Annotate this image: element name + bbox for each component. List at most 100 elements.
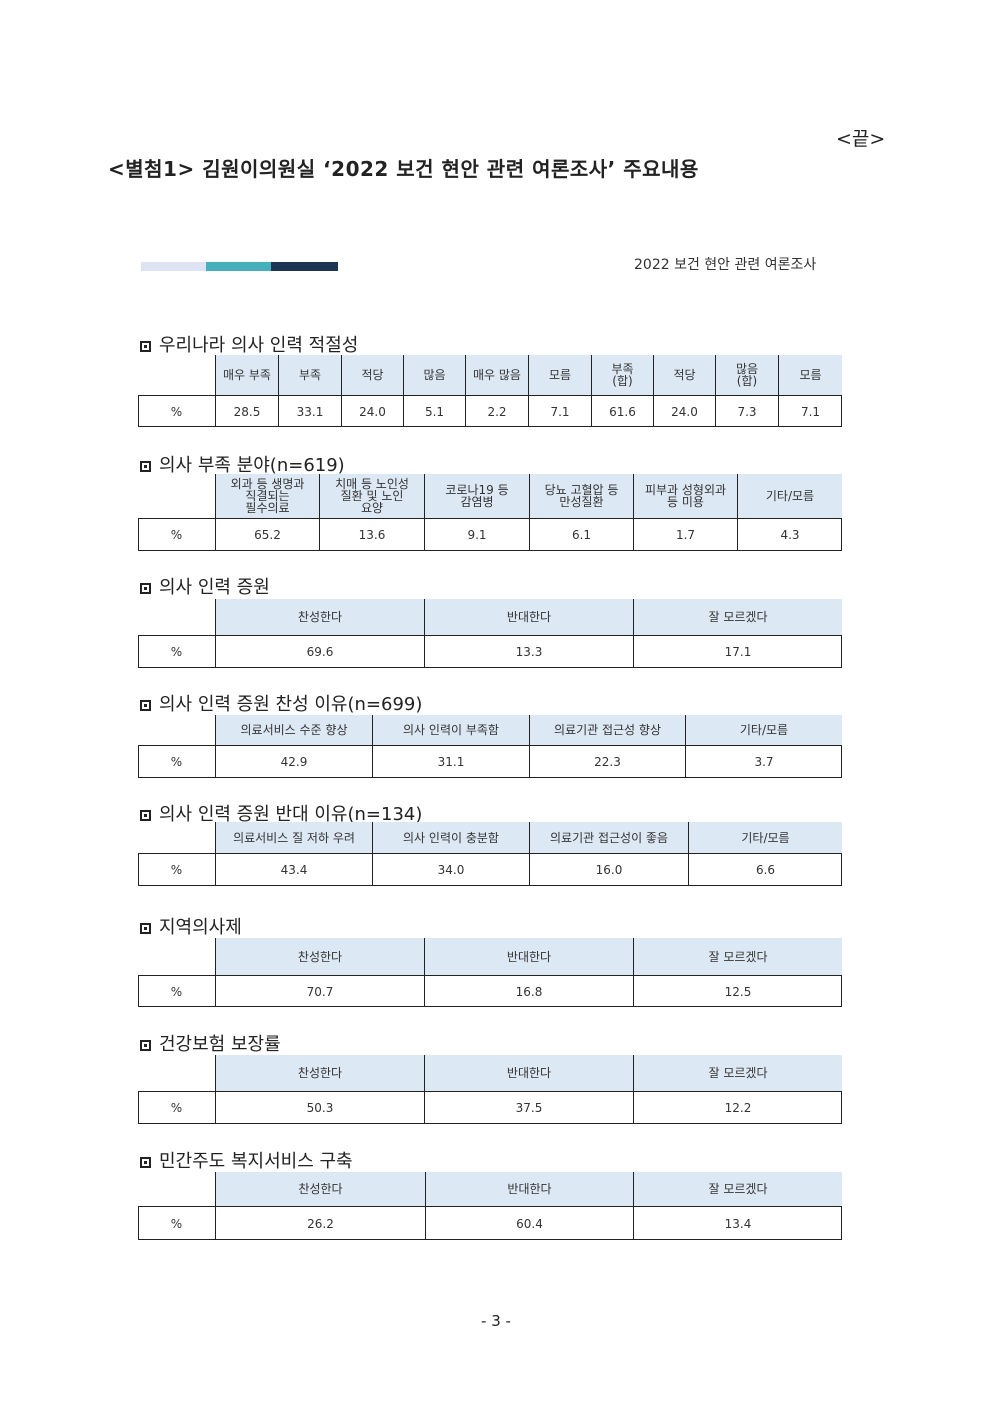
table-header-cell: 외과 등 생명과 직결되는 필수의료 bbox=[216, 474, 320, 519]
table-header-cell: 반대한다 bbox=[425, 599, 634, 636]
table-value-cell: 17.1 bbox=[724, 645, 752, 659]
table-value-cell: 13.4 bbox=[724, 1216, 752, 1231]
table-header-cell: 의료기관 접근성이 좋음 bbox=[530, 822, 689, 854]
table-value-cell: 22.3 bbox=[530, 746, 686, 778]
table-value-cell: 16.0 bbox=[530, 854, 689, 886]
table-header-cell: 의료기관 접근성 향상 bbox=[530, 715, 686, 746]
survey-table: % 외과 등 생명과 직결되는 필수의료 65.2 치매 등 노인성 질환 및 노인 … bbox=[138, 474, 842, 551]
table-header-cell: 잘 모르겠다 bbox=[634, 1055, 842, 1092]
table-value-cell: 16.8 bbox=[425, 976, 634, 1007]
table-value-cell: 28.5 bbox=[216, 396, 279, 427]
row-label-cell: % bbox=[138, 1207, 216, 1240]
table-value-cell: 60.4 bbox=[426, 1207, 634, 1240]
page-number: - 3 - bbox=[481, 1312, 511, 1330]
table-corner-cell bbox=[138, 715, 216, 746]
table-value-cell: 6.6 bbox=[755, 863, 776, 877]
survey-table: % 찬성한다 50.3 반대한다 37.5 잘 모르겠다 12.2 bbox=[138, 1055, 842, 1124]
section-title: 의사 부족 분야(n=619) bbox=[140, 451, 345, 477]
table-value-cell: 69.6 bbox=[216, 636, 425, 668]
section-title: 지역의사제 bbox=[140, 913, 242, 939]
table-header-cell: 매우 부족 bbox=[216, 355, 279, 396]
table-header-cell: 찬성한다 bbox=[216, 1055, 425, 1092]
table-value-cell: 7.1 bbox=[529, 396, 592, 427]
section-title-text: 의사 인력 증원 반대 이유(n=134) bbox=[159, 804, 423, 825]
section-title-text: 민간주도 복지서비스 구축 bbox=[159, 1151, 353, 1172]
table-header-cell: 의료서비스 질 저하 우려 bbox=[216, 822, 373, 854]
table-value-cell: 37.5 bbox=[425, 1092, 634, 1124]
square-bullet-icon bbox=[140, 923, 151, 934]
section-title-text: 의사 부족 분야(n=619) bbox=[159, 455, 345, 476]
table-corner-cell bbox=[138, 1055, 216, 1092]
table-value-cell: 31.1 bbox=[373, 746, 530, 778]
row-label-cell: % bbox=[138, 396, 216, 427]
section-title: 의사 인력 증원 반대 이유(n=134) bbox=[140, 800, 422, 826]
table-header-cell: 피부과 성형외과 등 미용 bbox=[634, 474, 738, 519]
section-title: 우리나라 의사 인력 적절성 bbox=[140, 331, 358, 357]
table-value-cell: 65.2 bbox=[216, 519, 320, 551]
table-corner-cell bbox=[138, 1172, 216, 1207]
table-value-cell: 1.7 bbox=[634, 519, 738, 551]
section-title: 의사 인력 증원 bbox=[140, 573, 270, 599]
end-mark: <끝> bbox=[836, 128, 886, 150]
table-header-cell: 반대한다 bbox=[425, 1055, 634, 1092]
table-header-cell: 기타/모름 bbox=[689, 822, 842, 854]
survey-table: % 의료서비스 수준 향상 42.9 의사 인력이 부족함 31.1 의료기관 접근성 향… bbox=[138, 715, 842, 778]
table-header-cell: 의사 인력이 충분함 bbox=[373, 822, 530, 854]
table-header-cell: 의사 인력이 부족함 bbox=[373, 715, 530, 746]
table-header-cell: 적당 bbox=[342, 355, 404, 396]
square-bullet-icon bbox=[140, 461, 151, 472]
section-title-text: 우리나라 의사 인력 적절성 bbox=[159, 335, 359, 356]
table-header-cell: 잘 모르겠다 bbox=[634, 1172, 842, 1207]
table-corner-cell bbox=[138, 355, 216, 396]
row-label-cell: % bbox=[138, 1092, 216, 1124]
section-title: 건강보험 보장률 bbox=[140, 1030, 281, 1056]
table-value-cell: 4.3 bbox=[780, 528, 800, 542]
survey-table: % 찬성한다 70.7 반대한다 16.8 잘 모르겠다 12.5 bbox=[138, 938, 842, 1007]
document-title: <별첨1> 김원이의원실 ‘2022 보건 현안 관련 여론조사’ 주요내용 bbox=[108, 157, 699, 181]
table-value-cell: 50.3 bbox=[216, 1092, 425, 1124]
square-bullet-icon bbox=[140, 1157, 151, 1168]
table-value-cell: 13.6 bbox=[320, 519, 425, 551]
table-value-cell: 34.0 bbox=[373, 854, 530, 886]
table-corner-cell bbox=[138, 599, 216, 636]
table-header-cell: 의료서비스 수준 향상 bbox=[216, 715, 373, 746]
table-value-cell: 24.0 bbox=[654, 396, 716, 427]
table-value-cell: 5.1 bbox=[404, 396, 466, 427]
table-header-cell: 부족 (합) bbox=[592, 355, 654, 396]
table-corner-cell bbox=[138, 938, 216, 976]
section-title-text: 건강보험 보장률 bbox=[159, 1034, 281, 1055]
table-header-cell: 반대한다 bbox=[426, 1172, 634, 1207]
table-value-cell: 2.2 bbox=[466, 396, 529, 427]
table-value-cell: 24.0 bbox=[342, 396, 404, 427]
table-header-cell: 모름 bbox=[779, 355, 842, 396]
row-label-cell: % bbox=[138, 854, 216, 886]
table-header-cell: 부족 bbox=[279, 355, 342, 396]
table-corner-cell bbox=[138, 822, 216, 854]
square-bullet-icon bbox=[140, 700, 151, 711]
section-title: 의사 인력 증원 찬성 이유(n=699) bbox=[140, 690, 422, 716]
square-bullet-icon bbox=[140, 341, 151, 352]
table-header-cell: 코로나19 등 감염병 bbox=[425, 474, 530, 519]
table-value-cell: 61.6 bbox=[592, 396, 654, 427]
table-header-cell: 찬성한다 bbox=[216, 938, 425, 976]
table-value-cell: 42.9 bbox=[216, 746, 373, 778]
table-value-cell: 3.7 bbox=[754, 755, 774, 769]
header-bar-teal bbox=[206, 262, 271, 271]
header-bar-light bbox=[141, 262, 206, 271]
table-value-cell: 12.2 bbox=[724, 1101, 752, 1115]
table-header-cell: 기타/모름 bbox=[686, 715, 842, 746]
table-value-cell: 26.2 bbox=[216, 1207, 426, 1240]
survey-name: 2022 보건 현안 관련 여론조사 bbox=[634, 257, 817, 273]
table-value-cell: 12.5 bbox=[724, 984, 752, 999]
row-label-cell: % bbox=[138, 636, 216, 668]
table-header-cell: 적당 bbox=[654, 355, 716, 396]
table-header-cell: 반대한다 bbox=[425, 938, 634, 976]
table-header-cell: 기타/모름 bbox=[738, 474, 842, 519]
table-value-cell: 7.1 bbox=[800, 404, 821, 419]
table-header-cell: 당뇨 고혈압 등 만성질환 bbox=[530, 474, 634, 519]
table-header-cell: 찬성한다 bbox=[216, 1172, 426, 1207]
table-header-cell: 치매 등 노인성 질환 및 노인 요양 bbox=[320, 474, 425, 519]
table-header-cell: 많음 bbox=[404, 355, 466, 396]
row-label-cell: % bbox=[138, 976, 216, 1007]
table-value-cell: 7.3 bbox=[716, 396, 779, 427]
